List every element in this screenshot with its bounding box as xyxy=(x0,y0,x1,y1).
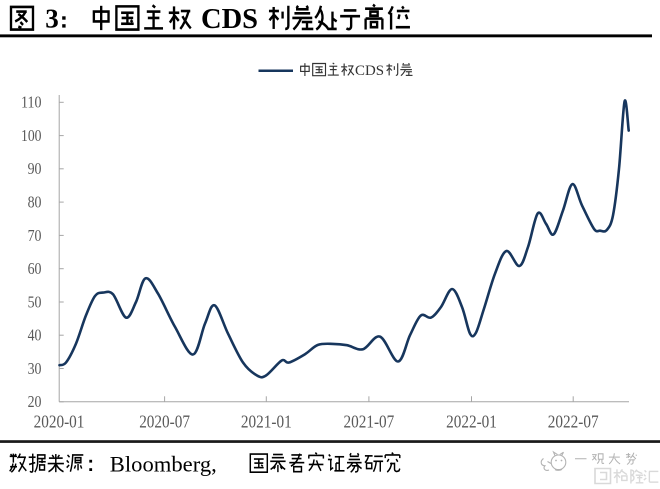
svg-text:Bloomberg,: Bloomberg, xyxy=(110,452,217,477)
svg-text:20: 20 xyxy=(28,392,42,411)
svg-text:60: 60 xyxy=(28,259,42,278)
svg-text:2021-07: 2021-07 xyxy=(344,411,395,431)
svg-text:2020-07: 2020-07 xyxy=(139,411,190,431)
svg-text:3: 3 xyxy=(45,4,59,34)
svg-text:70: 70 xyxy=(28,226,42,245)
svg-text:80: 80 xyxy=(28,193,42,212)
svg-text:50: 50 xyxy=(28,292,42,311)
svg-text:100: 100 xyxy=(21,126,42,145)
svg-text:2022-01: 2022-01 xyxy=(446,411,497,431)
svg-text:30: 30 xyxy=(28,359,42,378)
svg-text:CDS: CDS xyxy=(201,4,258,35)
svg-text:2022-07: 2022-07 xyxy=(548,411,599,431)
svg-text:90: 90 xyxy=(28,159,42,178)
svg-text:CDS: CDS xyxy=(355,63,384,79)
svg-text:2020-01: 2020-01 xyxy=(34,411,85,431)
svg-text:110: 110 xyxy=(21,93,42,112)
svg-text:40: 40 xyxy=(28,326,42,345)
svg-text:2021-01: 2021-01 xyxy=(241,411,292,431)
